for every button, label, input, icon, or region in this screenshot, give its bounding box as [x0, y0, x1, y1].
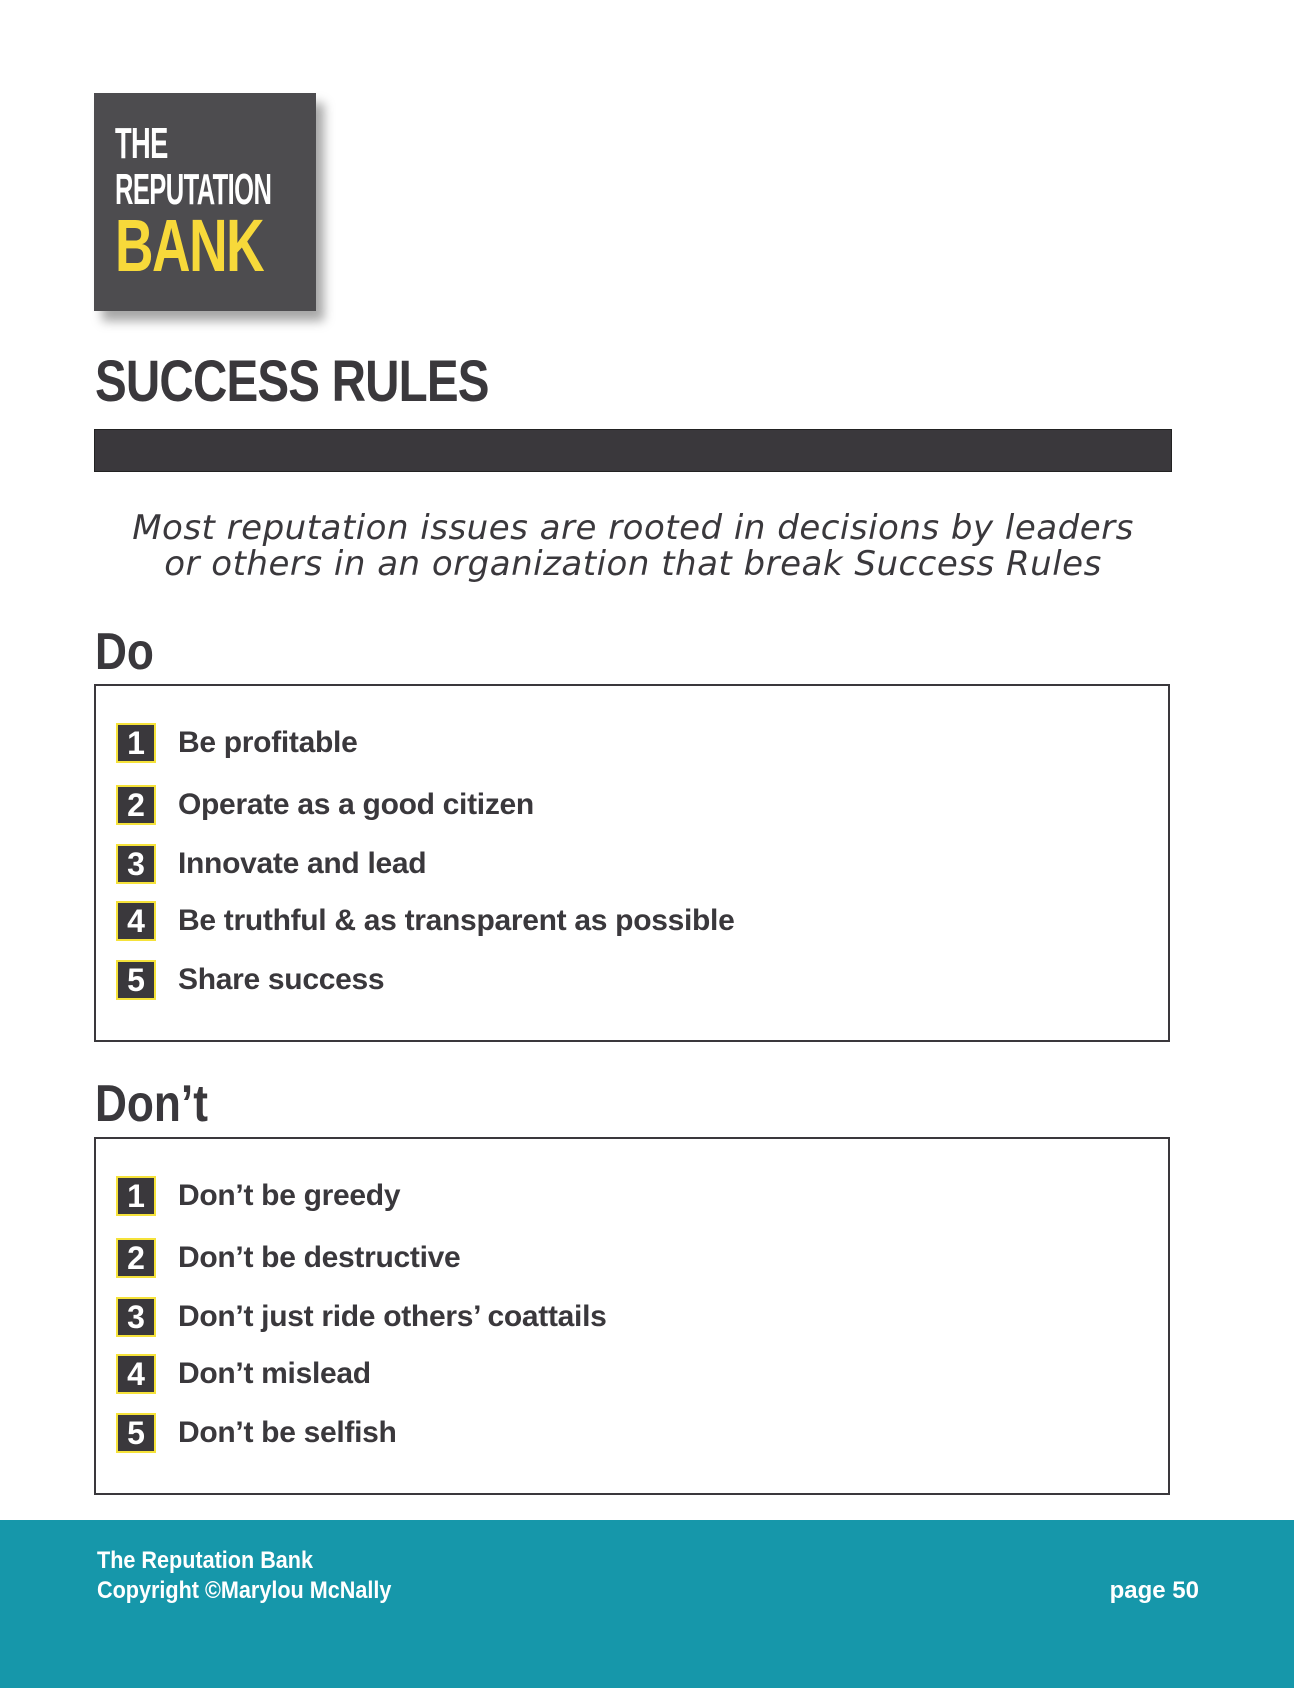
rule-text: Be profitable [178, 726, 358, 759]
list-item: 3 Innovate and lead [116, 842, 427, 886]
number-badge: 3 [116, 844, 156, 884]
do-heading: Do [95, 623, 154, 681]
dont-heading: Don’t [95, 1075, 208, 1133]
list-item: 3 Don’t just ride others’ coattails [116, 1295, 607, 1339]
rule-text: Don’t be greedy [178, 1179, 401, 1212]
footer-copyright: Copyright ©Marylou McNally [97, 1577, 392, 1604]
rule-text: Don’t be selfish [178, 1416, 397, 1449]
number-badge: 1 [116, 1176, 156, 1216]
number-badge: 2 [116, 785, 156, 825]
rule-text: Share success [178, 963, 385, 996]
footer-brand: The Reputation Bank [97, 1547, 314, 1574]
rule-text: Don’t just ride others’ coattails [178, 1300, 607, 1333]
reputation-bank-logo: THE REPUTATION BANK [94, 93, 316, 311]
logo-text-reputation: REPUTATION [115, 165, 272, 214]
logo-text-the: THE [115, 119, 168, 168]
rule-text: Operate as a good citizen [178, 788, 534, 821]
logo-text-bank: BANK [115, 204, 265, 287]
title-divider-bar [94, 429, 1172, 472]
number-badge: 5 [116, 960, 156, 1000]
number-badge: 2 [116, 1238, 156, 1278]
number-badge: 5 [116, 1413, 156, 1453]
page-title: SUCCESS RULES [95, 349, 489, 414]
list-item: 5 Share success [116, 958, 385, 1002]
intro-quote: Most reputation issues are rooted in dec… [94, 510, 1172, 582]
do-rules-box: 1 Be profitable 2 Operate as a good citi… [94, 684, 1170, 1042]
list-item: 4 Be truthful & as transparent as possib… [116, 899, 735, 943]
footer-credits: The Reputation Bank Copyright ©Marylou M… [97, 1546, 391, 1606]
number-badge: 3 [116, 1297, 156, 1337]
rule-text: Don’t be destructive [178, 1241, 461, 1274]
list-item: 4 Don’t mislead [116, 1352, 371, 1396]
number-badge: 4 [116, 901, 156, 941]
list-item: 2 Don’t be destructive [116, 1236, 461, 1280]
number-badge: 4 [116, 1354, 156, 1394]
intro-line-1: Most reputation issues are rooted in dec… [132, 508, 1134, 548]
rule-text: Don’t mislead [178, 1357, 371, 1390]
page-footer: The Reputation Bank Copyright ©Marylou M… [0, 1520, 1294, 1688]
list-item: 1 Be profitable [116, 721, 358, 765]
list-item: 1 Don’t be greedy [116, 1174, 401, 1218]
list-item: 5 Don’t be selfish [116, 1411, 397, 1455]
rule-text: Innovate and lead [178, 847, 427, 880]
intro-line-2: or others in an organization that break … [164, 544, 1102, 584]
dont-rules-box: 1 Don’t be greedy 2 Don’t be destructive… [94, 1137, 1170, 1495]
list-item: 2 Operate as a good citizen [116, 783, 534, 827]
rule-text: Be truthful & as transparent as possible [178, 904, 735, 937]
number-badge: 1 [116, 723, 156, 763]
page-number: page 50 [1109, 1577, 1199, 1604]
